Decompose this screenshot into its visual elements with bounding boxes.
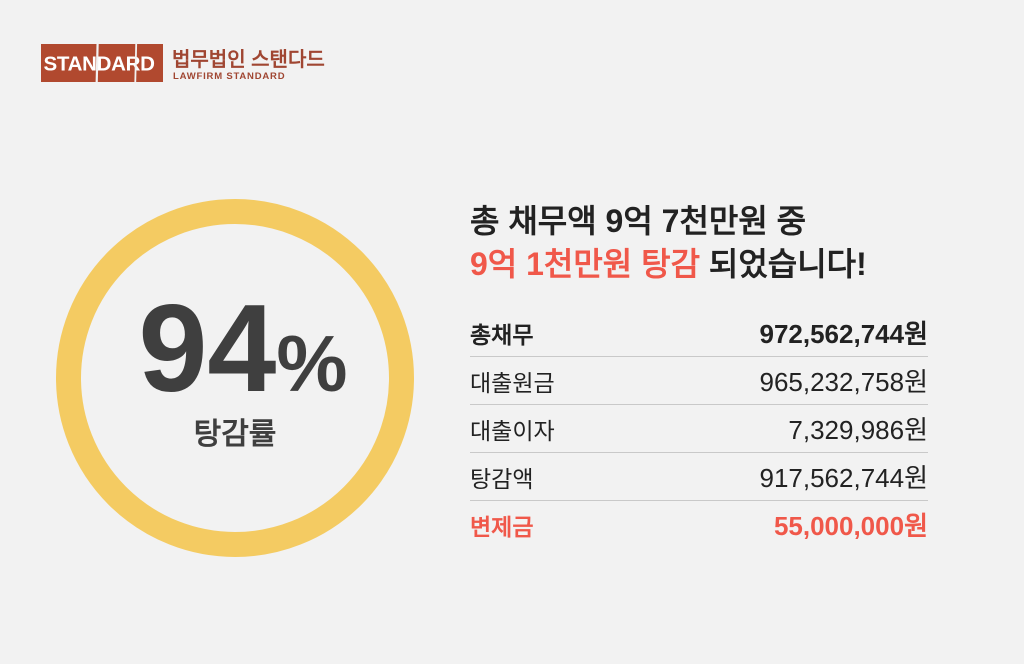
svg-text:STANDARD: STANDARD	[44, 53, 155, 76]
